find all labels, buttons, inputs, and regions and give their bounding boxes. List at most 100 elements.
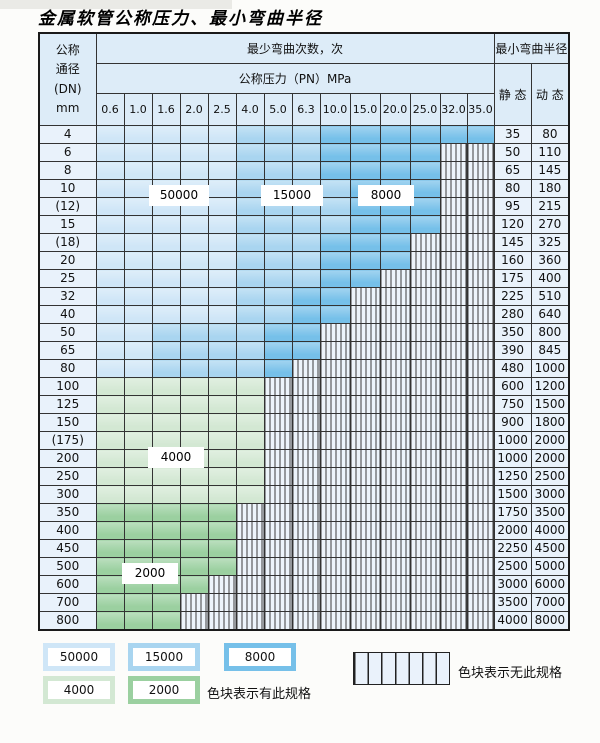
no-spec-cell bbox=[439, 251, 468, 270]
no-spec-cell bbox=[439, 431, 468, 450]
spec-cell-b1 bbox=[95, 305, 125, 324]
static-radius-value: 600 bbox=[493, 377, 532, 396]
dynamic-radius-value: 5000 bbox=[530, 557, 570, 576]
no-spec-cell bbox=[409, 323, 441, 342]
no-spec-cell bbox=[409, 395, 441, 414]
no-spec-cell bbox=[291, 521, 321, 540]
spec-cell-b3 bbox=[379, 233, 411, 252]
spec-cell-b3 bbox=[379, 125, 411, 144]
spec-cell-b1 bbox=[95, 125, 125, 144]
legend-no-spec-text: 色块表示无此规格 bbox=[458, 666, 563, 681]
spec-cell-b1 bbox=[207, 287, 237, 306]
no-spec-cell bbox=[409, 413, 441, 432]
no-spec-cell bbox=[409, 233, 441, 252]
static-radius-value: 120 bbox=[493, 215, 532, 234]
no-spec-cell bbox=[409, 539, 441, 558]
no-spec-cell bbox=[409, 521, 441, 540]
dn-cell: (18) bbox=[38, 233, 97, 252]
spec-cell-b3 bbox=[379, 251, 411, 270]
static-radius-value: 35 bbox=[493, 125, 532, 144]
no-spec-cell bbox=[263, 503, 293, 522]
no-spec-cell bbox=[439, 395, 468, 414]
no-spec-cell bbox=[263, 611, 293, 631]
spec-cell-g1 bbox=[123, 449, 153, 468]
no-spec-cell bbox=[409, 611, 441, 631]
spec-cell-g1 bbox=[95, 431, 125, 450]
spec-cell-b2 bbox=[235, 323, 265, 342]
spec-cell-b3 bbox=[319, 161, 351, 180]
no-spec-cell bbox=[466, 197, 495, 216]
dn-header-line: (DN) bbox=[53, 81, 82, 96]
static-radius-value: 65 bbox=[493, 161, 532, 180]
no-spec-cell bbox=[349, 611, 381, 631]
spec-cell-b3 bbox=[349, 161, 381, 180]
no-spec-cell bbox=[466, 431, 495, 450]
spec-cell-b3 bbox=[263, 359, 293, 378]
dn-column-header: 公称 通径 (DN) mm bbox=[38, 32, 97, 126]
no-spec-cell bbox=[319, 323, 351, 342]
spec-cell-b1 bbox=[123, 305, 153, 324]
no-spec-cell bbox=[466, 593, 495, 612]
spec-cell-b1 bbox=[151, 215, 181, 234]
spec-cell-b2 bbox=[235, 197, 265, 216]
no-spec-cell bbox=[263, 449, 293, 468]
no-spec-cell bbox=[263, 485, 293, 504]
spec-cell-b1 bbox=[123, 323, 153, 342]
static-radius-value: 80 bbox=[493, 179, 532, 198]
spec-cell-b2 bbox=[235, 341, 265, 360]
no-spec-cell bbox=[235, 539, 265, 558]
spec-cell-b3 bbox=[466, 125, 495, 144]
spec-cell-b1 bbox=[95, 197, 125, 216]
static-radius-value: 3000 bbox=[493, 575, 532, 594]
legend-swatch-15000: 15000 bbox=[128, 643, 200, 671]
dn-cell: 100 bbox=[38, 377, 97, 396]
min-bend-radius-header: 最小弯曲半径 bbox=[493, 32, 570, 64]
spec-cell-b2 bbox=[291, 215, 321, 234]
no-spec-cell bbox=[379, 557, 411, 576]
table-row: 250 1250 2500 bbox=[38, 467, 570, 486]
spec-cell-b2 bbox=[263, 287, 293, 306]
no-spec-cell bbox=[349, 431, 381, 450]
no-spec-cell bbox=[319, 521, 351, 540]
dn-cell: 125 bbox=[38, 395, 97, 414]
spec-cell-g1 bbox=[207, 485, 237, 504]
dynamic-radius-value: 6000 bbox=[530, 575, 570, 594]
table-row: 450 2250 4500 bbox=[38, 539, 570, 558]
dynamic-radius-value: 180 bbox=[530, 179, 570, 198]
no-spec-cell bbox=[409, 305, 441, 324]
spec-cell-g2 bbox=[207, 521, 237, 540]
table-row: 65 390 845 bbox=[38, 341, 570, 360]
spec-cell-b2 bbox=[179, 359, 209, 378]
spec-cell-b2 bbox=[235, 251, 265, 270]
no-spec-cell bbox=[349, 449, 381, 468]
no-spec-cell bbox=[235, 593, 265, 612]
spec-cell-b1 bbox=[95, 287, 125, 306]
dynamic-radius-value: 145 bbox=[530, 161, 570, 180]
spec-cell-g1 bbox=[123, 485, 153, 504]
spec-cell-b1 bbox=[151, 269, 181, 288]
no-spec-cell bbox=[439, 467, 468, 486]
no-spec-cell bbox=[319, 449, 351, 468]
table-row: 600 3000 6000 bbox=[38, 575, 570, 594]
static-radius-value: 160 bbox=[493, 251, 532, 270]
spec-cell-b1 bbox=[151, 143, 181, 162]
no-spec-cell bbox=[207, 593, 237, 612]
spec-cell-b2 bbox=[319, 197, 351, 216]
no-spec-cell bbox=[439, 179, 468, 198]
no-spec-cell bbox=[263, 539, 293, 558]
spec-cell-b2 bbox=[291, 233, 321, 252]
spec-cell-b3 bbox=[263, 341, 293, 360]
spec-cell-b1 bbox=[151, 125, 181, 144]
no-spec-cell bbox=[466, 179, 495, 198]
dn-cell: 40 bbox=[38, 305, 97, 324]
table-row: 100 600 1200 bbox=[38, 377, 570, 396]
spec-cell-b2 bbox=[179, 341, 209, 360]
dynamic-radius-value: 4000 bbox=[530, 521, 570, 540]
no-spec-cell bbox=[291, 413, 321, 432]
cycle-count-label: 4000 bbox=[148, 447, 204, 468]
no-spec-hatch-swatch bbox=[353, 652, 450, 685]
table-row: (175) 1000 2000 bbox=[38, 431, 570, 450]
spec-cell-b2 bbox=[291, 125, 321, 144]
pressure-col-header: 32.0 bbox=[439, 93, 468, 126]
table-row: 4 35 80 bbox=[38, 125, 570, 144]
